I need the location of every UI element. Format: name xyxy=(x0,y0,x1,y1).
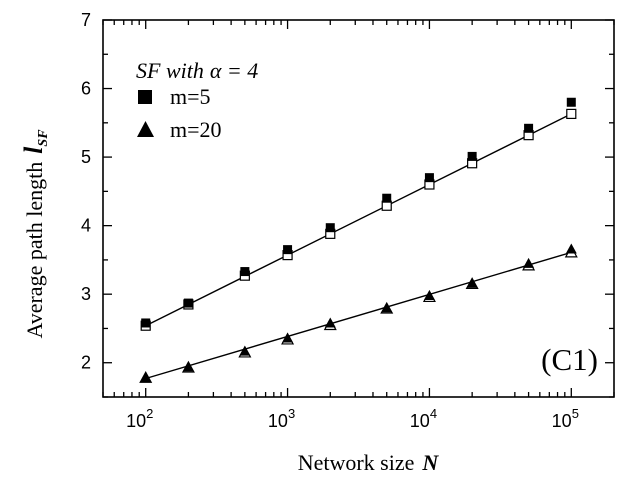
x-tick-base: 10 xyxy=(268,411,288,431)
y-axis-label-sub: SF xyxy=(36,129,51,147)
x-tick-exponent: 2 xyxy=(146,406,153,421)
fit-line-m=20 xyxy=(145,251,572,380)
legend-label-m20: m=20 xyxy=(170,117,222,142)
y-tick-label: 5 xyxy=(81,147,91,167)
y-tick-label: 3 xyxy=(81,284,91,304)
marker-filled-triangle xyxy=(466,277,478,288)
x-tick-label: 104 xyxy=(410,406,437,431)
legend-marker-triangle xyxy=(137,121,154,137)
legend: SF with α = 4 m=5 m=20 xyxy=(136,58,258,142)
marker-filled-square xyxy=(524,123,534,133)
marker-filled-triangle xyxy=(523,257,535,268)
marker-filled-triangle xyxy=(565,243,577,254)
marker-filled-square xyxy=(467,151,477,161)
legend-title-symbol: α = 4 xyxy=(210,58,258,83)
fit-lines xyxy=(145,113,572,380)
x-axis-label-text: Network size xyxy=(298,450,415,475)
x-axis-label: Network size N xyxy=(298,450,440,475)
x-tick-label: 103 xyxy=(268,406,295,431)
legend-title-prefix: SF with xyxy=(136,58,204,83)
axis-ticks xyxy=(102,19,615,398)
marker-filled-triangle xyxy=(140,372,152,383)
panel-label: (C1) xyxy=(541,342,598,377)
x-tick-base: 10 xyxy=(410,411,430,431)
marker-filled-triangle xyxy=(182,361,194,372)
marker-filled-triangle xyxy=(423,290,435,301)
y-axis-label: Average path length lSF xyxy=(19,129,51,339)
marker-filled-triangle xyxy=(324,317,336,328)
marker-filled-square xyxy=(566,97,576,107)
x-axis-label-var: N xyxy=(421,450,439,475)
marker-filled-square xyxy=(283,245,293,255)
x-tick-exponent: 4 xyxy=(430,406,437,421)
plot-frame xyxy=(102,19,615,398)
data-markers xyxy=(139,97,578,383)
marker-filled-square xyxy=(141,318,151,328)
legend-label-m5: m=5 xyxy=(170,84,211,109)
x-tick-exponent: 3 xyxy=(288,406,295,421)
x-tick-label: 105 xyxy=(552,406,579,431)
marker-open-square xyxy=(566,108,577,120)
y-tick-label: 6 xyxy=(81,79,91,99)
y-tick-label: 2 xyxy=(81,353,91,373)
fit-line-m=5 xyxy=(145,113,572,327)
legend-marker-square xyxy=(138,90,152,104)
y-tick-label: 4 xyxy=(81,216,91,236)
y-tick-label: 7 xyxy=(81,10,91,30)
marker-filled-square xyxy=(325,223,335,233)
x-tick-label: 102 xyxy=(126,406,153,431)
marker-filled-square xyxy=(183,298,193,308)
x-tick-base: 10 xyxy=(552,411,572,431)
x-tick-labels: 102 103 104 105 xyxy=(126,406,579,431)
y-axis-label-var: l xyxy=(19,146,48,154)
marker-filled-square xyxy=(240,267,250,277)
x-tick-base: 10 xyxy=(126,411,146,431)
marker-filled-triangle xyxy=(381,302,393,313)
marker-filled-square xyxy=(424,173,434,183)
marker-filled-triangle xyxy=(239,345,251,356)
marker-filled-square xyxy=(382,193,392,203)
legend-title: SF with α = 4 xyxy=(136,58,258,83)
y-tick-labels: 2 3 4 5 6 7 xyxy=(81,10,91,373)
marker-filled-triangle xyxy=(282,332,294,343)
x-tick-exponent: 5 xyxy=(572,406,579,421)
y-axis-label-text: Average path length xyxy=(22,162,47,339)
